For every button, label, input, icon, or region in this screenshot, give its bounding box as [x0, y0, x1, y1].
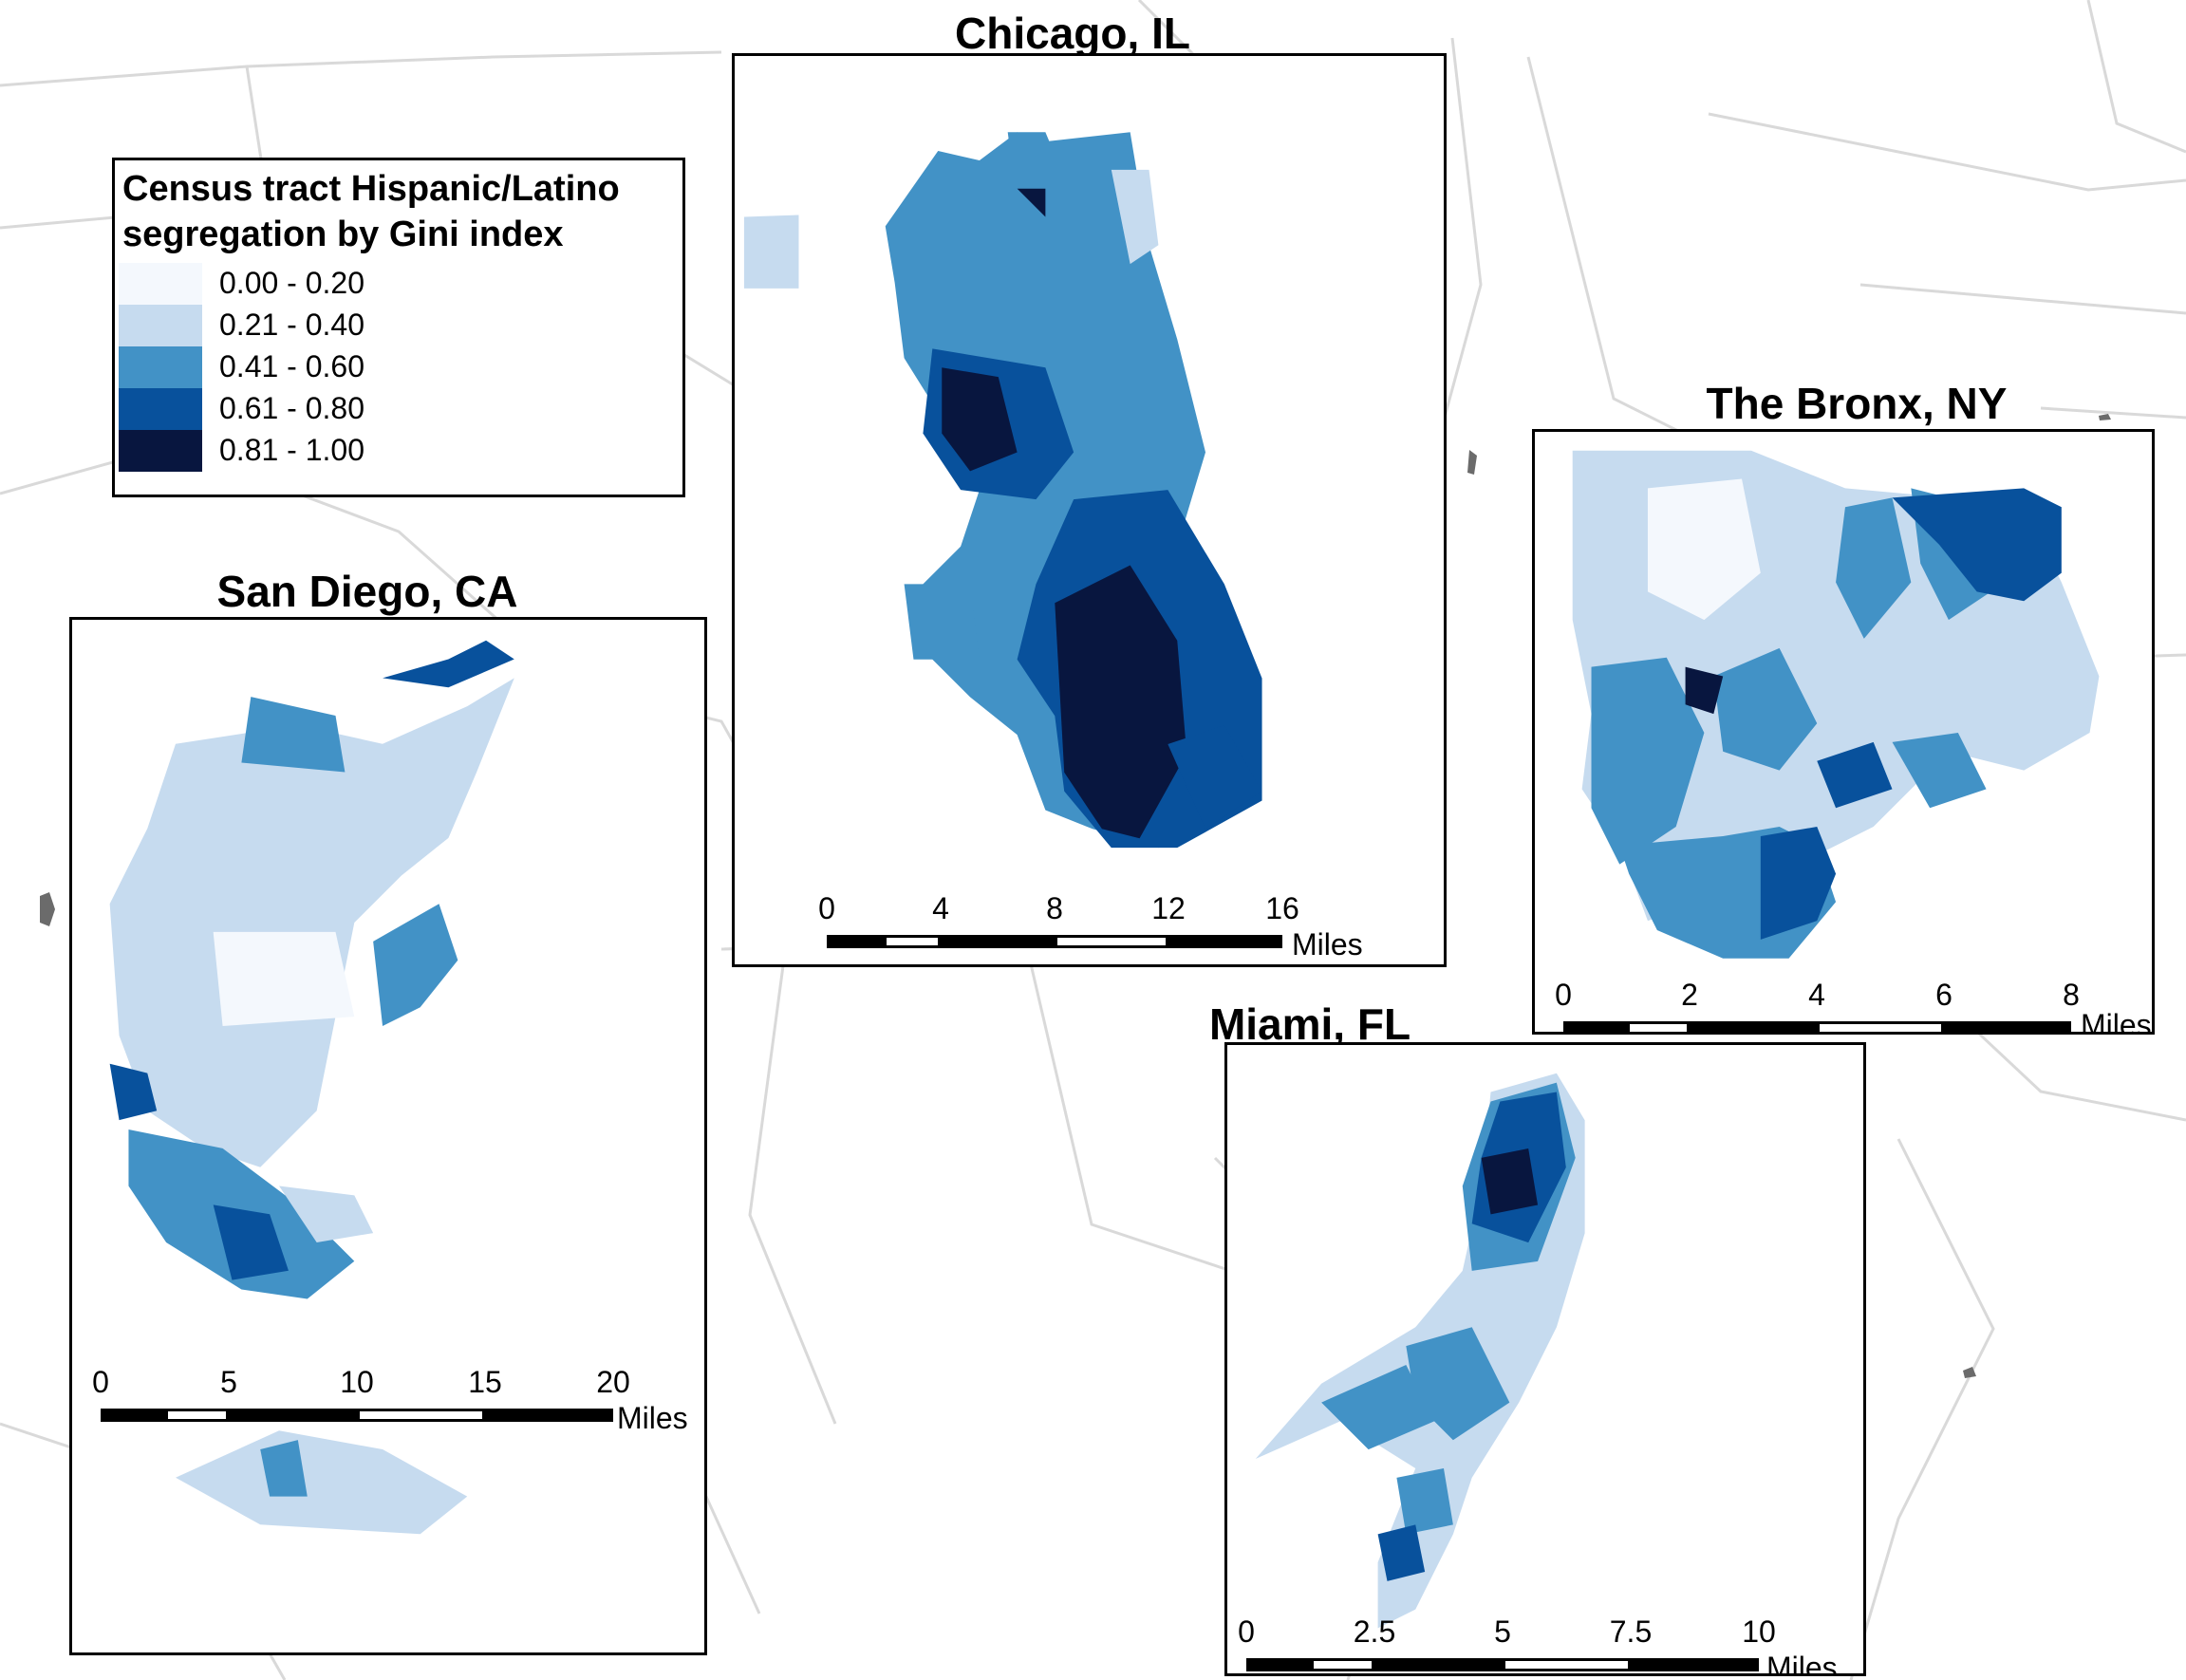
tract-region	[1055, 565, 1187, 839]
legend-swatch	[119, 263, 202, 305]
scale-tick-label: 12	[1151, 891, 1186, 925]
san-diego-choropleth	[109, 640, 514, 1535]
legend-label: 0.61 - 0.80	[219, 391, 364, 425]
tract-region	[1321, 1364, 1435, 1450]
miami-map-panel: 0 2.5 5 7.5 10 Miles	[1224, 1042, 1866, 1676]
san-diego-title: San Diego, CA	[216, 567, 518, 616]
chicago-map-panel: 0 4 8 12 16 Miles	[732, 53, 1447, 967]
tract-region	[1377, 1524, 1426, 1581]
chicago-title: Chicago, IL	[955, 9, 1190, 58]
tract-region	[1481, 1148, 1539, 1215]
scale-tick-label: 20	[596, 1365, 630, 1399]
legend-swatch	[119, 430, 202, 472]
tract-region	[1396, 1467, 1453, 1535]
scale-unit-label: Miles	[1766, 1651, 1838, 1676]
tract-region	[1836, 497, 1912, 639]
tract-region	[279, 1185, 374, 1242]
tract-region	[109, 1063, 158, 1121]
scale-tick-label: 0	[818, 891, 835, 925]
scale-tick-label: 2	[1681, 978, 1698, 1012]
tract-region	[1817, 741, 1893, 809]
tract-region	[1406, 1327, 1510, 1441]
legend-swatch	[119, 388, 202, 430]
scale-tick-label: 4	[1808, 978, 1825, 1012]
legend-label: 0.41 - 0.60	[219, 349, 364, 383]
bronx-scale-bar: 0 2 4 6 8 Miles	[1555, 978, 2152, 1032]
scale-tick-label: 6	[1935, 978, 1952, 1012]
legend-title: Census tract Hispanic/Latino segregation…	[122, 169, 620, 254]
tract-region	[1892, 488, 2062, 602]
scale-tick-label: 5	[1494, 1615, 1511, 1649]
tract-region	[1685, 666, 1724, 715]
tract-region	[1168, 725, 1262, 830]
legend-item: 0.61 - 0.80	[119, 388, 593, 430]
scale-unit-label: Miles	[617, 1401, 688, 1435]
legend-item: 0.00 - 0.20	[119, 263, 593, 305]
tract-region	[213, 1204, 289, 1280]
scale-tick-label: 0	[1238, 1615, 1255, 1649]
tract-region	[203, 772, 346, 848]
legend-item: 0.21 - 0.40	[119, 305, 593, 346]
tract-region	[1591, 657, 1705, 865]
tract-region	[241, 697, 346, 773]
bronx-title: The Bronx, NY	[1706, 379, 2008, 428]
tract-region	[743, 215, 799, 289]
tract-region	[176, 1430, 468, 1535]
scale-tick-label: 0	[92, 1365, 109, 1399]
scale-tick-label: 5	[220, 1365, 237, 1399]
tract-region	[1760, 827, 1837, 940]
miami-scale-bar: 0 2.5 5 7.5 10 Miles	[1238, 1615, 1838, 1673]
scale-tick-label: 10	[1742, 1615, 1776, 1649]
tract-region	[1111, 169, 1159, 265]
legend-item: 0.81 - 1.00	[119, 430, 593, 472]
tract-region	[213, 931, 355, 1027]
scale-tick-label: 15	[468, 1365, 502, 1399]
bronx-map-panel: 0 2 4 6 8 Miles	[1532, 429, 2155, 1035]
tract-region	[1892, 732, 1987, 809]
tract-region	[383, 640, 514, 688]
tract-region	[260, 1440, 308, 1497]
legend-item: 0.41 - 0.60	[119, 346, 593, 388]
scale-unit-label: Miles	[2081, 1008, 2152, 1035]
san-diego-map-panel: 0 5 10 15 20 Miles	[69, 617, 707, 1655]
scale-unit-label: Miles	[1292, 927, 1363, 961]
chicago-scale-bar: 0 4 8 12 16 Miles	[818, 891, 1363, 961]
tract-region	[904, 584, 980, 660]
legend-swatch	[119, 305, 202, 346]
san-diego-scale-bar: 0 5 10 15 20 Miles	[92, 1365, 688, 1435]
scale-tick-label: 7.5	[1609, 1615, 1653, 1649]
legend-label: 0.00 - 0.20	[219, 266, 364, 300]
legend-swatch	[119, 346, 202, 388]
scale-tick-label: 4	[932, 891, 949, 925]
scale-tick-label: 16	[1265, 891, 1299, 925]
tract-region	[1713, 647, 1818, 771]
scale-tick-label: 2.5	[1353, 1615, 1396, 1649]
bronx-choropleth	[1572, 450, 2100, 959]
miami-title: Miami, FL	[1208, 999, 1411, 1049]
scale-tick-label: 0	[1555, 978, 1572, 1012]
tract-region	[942, 367, 1018, 472]
legend-label: 0.81 - 1.00	[219, 433, 364, 467]
scale-tick-label: 8	[1046, 891, 1063, 925]
miami-choropleth	[1255, 1073, 1585, 1629]
scale-tick-label: 10	[340, 1365, 374, 1399]
tract-region	[373, 904, 458, 1027]
tract-region	[1647, 478, 1761, 621]
chicago-choropleth	[743, 132, 1262, 849]
legend-label: 0.21 - 0.40	[219, 308, 364, 342]
map-legend: Census tract Hispanic/Latino segregation…	[112, 158, 685, 497]
scale-tick-label: 8	[2063, 978, 2080, 1012]
